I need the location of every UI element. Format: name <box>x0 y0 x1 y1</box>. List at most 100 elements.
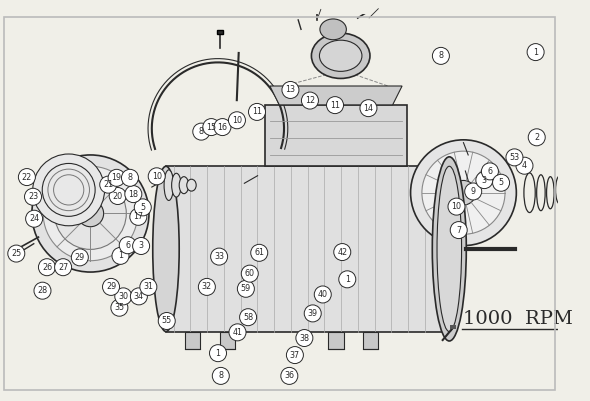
Circle shape <box>108 169 125 186</box>
Circle shape <box>334 243 351 261</box>
Circle shape <box>450 222 467 239</box>
Circle shape <box>133 237 150 255</box>
Ellipse shape <box>153 166 179 332</box>
Text: 1: 1 <box>215 349 221 358</box>
Text: 2: 2 <box>534 133 539 142</box>
Circle shape <box>528 129 545 146</box>
Text: 39: 39 <box>307 309 318 318</box>
Text: 18: 18 <box>128 190 138 198</box>
Circle shape <box>448 198 465 215</box>
Text: 35: 35 <box>114 303 124 312</box>
Text: 5: 5 <box>140 203 145 212</box>
Ellipse shape <box>312 33 370 79</box>
Text: 37: 37 <box>290 350 300 360</box>
Text: 29: 29 <box>106 282 116 292</box>
Text: 8: 8 <box>127 173 133 182</box>
Text: 34: 34 <box>134 292 144 301</box>
Circle shape <box>304 305 321 322</box>
Circle shape <box>301 92 319 109</box>
Circle shape <box>198 278 215 296</box>
Text: 8: 8 <box>218 371 223 381</box>
Text: 9: 9 <box>471 187 476 196</box>
Ellipse shape <box>187 179 196 191</box>
Text: 22: 22 <box>22 172 32 182</box>
Text: 14: 14 <box>363 103 373 113</box>
Circle shape <box>296 330 313 346</box>
Circle shape <box>158 312 175 330</box>
Circle shape <box>422 151 505 234</box>
Circle shape <box>209 345 227 362</box>
Circle shape <box>135 199 151 216</box>
Ellipse shape <box>320 19 346 40</box>
Circle shape <box>241 265 258 282</box>
Ellipse shape <box>432 157 466 341</box>
FancyBboxPatch shape <box>363 332 378 348</box>
Text: 10: 10 <box>451 202 461 211</box>
Circle shape <box>360 99 377 117</box>
Circle shape <box>25 210 42 227</box>
Text: 29: 29 <box>75 253 85 262</box>
Circle shape <box>282 81 299 99</box>
Text: 15: 15 <box>206 123 217 132</box>
Text: 40: 40 <box>318 290 328 299</box>
Text: 33: 33 <box>214 252 224 261</box>
Circle shape <box>148 168 165 185</box>
Text: 12: 12 <box>305 96 315 105</box>
Text: 5: 5 <box>499 178 504 187</box>
Text: 4: 4 <box>522 161 527 170</box>
Text: 38: 38 <box>299 334 309 342</box>
Ellipse shape <box>164 170 173 200</box>
Circle shape <box>237 280 254 297</box>
Circle shape <box>34 282 51 299</box>
Text: 25: 25 <box>11 249 21 258</box>
Circle shape <box>229 324 246 341</box>
Circle shape <box>476 172 493 188</box>
Circle shape <box>100 176 117 193</box>
Circle shape <box>527 44 544 61</box>
Text: 1: 1 <box>345 275 350 284</box>
Circle shape <box>130 209 147 225</box>
Circle shape <box>248 103 266 120</box>
Text: 11: 11 <box>252 107 262 116</box>
Circle shape <box>251 244 268 261</box>
Circle shape <box>240 309 257 326</box>
FancyBboxPatch shape <box>185 332 200 348</box>
Text: 61: 61 <box>254 248 264 257</box>
Circle shape <box>339 271 356 288</box>
Circle shape <box>314 286 331 303</box>
FancyBboxPatch shape <box>329 332 343 348</box>
Circle shape <box>130 288 148 305</box>
Text: 58: 58 <box>243 313 253 322</box>
Text: 24: 24 <box>29 214 39 223</box>
Circle shape <box>516 157 533 174</box>
Text: 32: 32 <box>202 282 212 292</box>
Circle shape <box>111 299 128 316</box>
Circle shape <box>18 168 35 186</box>
Circle shape <box>32 155 149 272</box>
Circle shape <box>54 178 126 249</box>
Text: 31: 31 <box>143 282 153 292</box>
Circle shape <box>25 188 41 205</box>
Bar <box>450 325 456 329</box>
Circle shape <box>77 200 104 227</box>
Text: 23: 23 <box>28 192 38 201</box>
Text: 41: 41 <box>232 328 242 337</box>
Text: 1: 1 <box>118 251 123 260</box>
Circle shape <box>8 245 25 262</box>
Circle shape <box>33 154 104 226</box>
Text: 26: 26 <box>42 263 52 272</box>
Circle shape <box>55 259 71 276</box>
Circle shape <box>112 247 129 264</box>
Ellipse shape <box>436 166 463 332</box>
Circle shape <box>506 149 523 166</box>
Text: 10: 10 <box>232 116 242 125</box>
Circle shape <box>432 47 450 65</box>
Bar <box>166 166 450 332</box>
Text: 3: 3 <box>139 241 143 251</box>
Text: 8: 8 <box>438 51 444 61</box>
Text: 7: 7 <box>456 226 461 235</box>
Circle shape <box>411 140 516 245</box>
Text: 10: 10 <box>152 172 162 181</box>
Text: 36: 36 <box>284 371 294 381</box>
Circle shape <box>122 169 139 186</box>
